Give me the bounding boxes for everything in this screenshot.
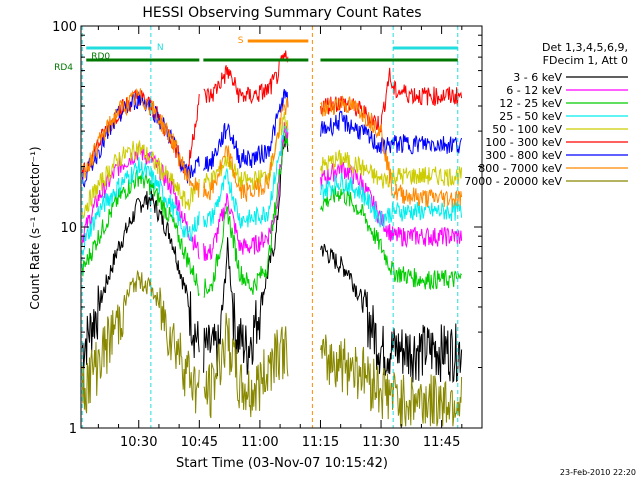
legend-label-4: 50 - 100 keV [492, 123, 562, 136]
flag-label-rd0: RD0 [91, 52, 110, 62]
flag-key-label: RD4 [54, 63, 73, 73]
legend-header-0: Det 1,3,4,5,6,9, [542, 41, 628, 54]
legend-header-1: FDecim 1, Att 0 [543, 54, 628, 67]
legend: Det 1,3,4,5,6,9,FDecim 1, Att 0 3 - 6 keV… [464, 41, 628, 188]
y-tick-label: 1 [69, 422, 77, 437]
legend-label-1: 6 - 12 keV [506, 84, 562, 97]
footer-date: 23-Feb-2010 22:20 [560, 468, 636, 477]
x-tick-label: 11:30 [362, 435, 399, 450]
plot-area [81, 50, 463, 427]
legend-label-8: 7000 - 20000 keV [464, 175, 562, 188]
flag-label-n: N [157, 43, 164, 53]
x-tick-label: 11:15 [302, 435, 339, 450]
x-axis-label: Start Time (03-Nov-07 10:15:42) [176, 456, 388, 471]
x-tick-label: 10:45 [181, 435, 218, 450]
legend-label-5: 100 - 300 keV [485, 136, 562, 149]
x-tick-label: 11:45 [423, 435, 460, 450]
series-line-3 [81, 125, 463, 256]
series-line-7 [81, 87, 463, 208]
y-tick-label: 100 [52, 20, 77, 35]
legend-label-3: 25 - 50 keV [499, 110, 562, 123]
legend-label-6: 300 - 800 keV [485, 149, 562, 162]
chart-title: HESSI Observing Summary Count Rates [142, 5, 421, 21]
flag-layer: N S RD0 [81, 26, 459, 428]
flag-label-s: S [238, 36, 244, 46]
y-axis-label: Count Rate (s⁻¹ detector⁻¹) [28, 146, 42, 309]
legend-label-2: 12 - 25 keV [499, 97, 562, 110]
legend-label-7: 800 - 7000 keV [478, 162, 562, 175]
x-tick-label: 10:30 [120, 435, 157, 450]
series-line-8 [81, 269, 463, 427]
x-tick-label: 11:00 [241, 435, 278, 450]
y-tick-label: 10 [60, 221, 77, 236]
legend-label-0: 3 - 6 keV [513, 71, 562, 84]
